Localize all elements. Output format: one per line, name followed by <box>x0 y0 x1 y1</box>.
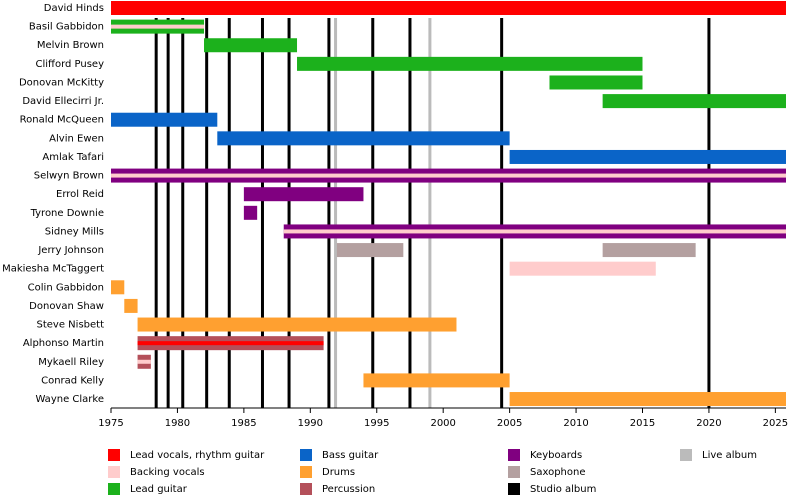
member-name: David Ellecirri Jr. <box>22 96 104 107</box>
legend-swatch <box>108 466 120 478</box>
member-name: Selwyn Brown <box>34 171 104 182</box>
member-name: Donovan McKitty <box>19 77 104 88</box>
legend-label: Keyboards <box>530 450 582 461</box>
legend-label: Studio album <box>530 484 596 495</box>
member-bar <box>509 392 786 407</box>
x-tick-label: 2005 <box>497 418 522 429</box>
legend-swatch <box>108 449 120 461</box>
member-bar-stripe <box>137 341 324 346</box>
member-bar <box>363 373 510 388</box>
member-bar <box>509 261 656 276</box>
member-bar <box>602 94 786 109</box>
x-tick-label: 1985 <box>231 418 256 429</box>
member-name: Steve Nisbett <box>37 320 105 331</box>
member-name: Wayne Clarke <box>35 394 104 405</box>
member-name: Ronald McQueen <box>20 115 104 126</box>
member-bar <box>137 317 457 332</box>
member-bar-stripe <box>283 229 786 234</box>
member-bar <box>336 243 404 258</box>
legend-swatch <box>680 449 692 461</box>
member-name: Melvin Brown <box>37 40 104 51</box>
member-name: Clifford Pusey <box>36 59 105 70</box>
x-tick-label: 1980 <box>165 418 190 429</box>
x-tick-label: 2010 <box>563 418 588 429</box>
member-name: Donovan Shaw <box>29 301 104 312</box>
member-bar <box>602 243 696 258</box>
member-name: Alvin Ewen <box>49 133 104 144</box>
member-name: Mykaell Riley <box>38 357 104 368</box>
x-tick-label: 1995 <box>364 418 389 429</box>
member-name: Tyrone Downie <box>30 208 104 219</box>
member-bar <box>124 298 138 313</box>
member-name: Amlak Tafari <box>42 152 104 163</box>
legend-swatch <box>108 483 120 495</box>
x-tick-label: 1990 <box>298 418 323 429</box>
member-bar <box>243 205 258 220</box>
member-name: Jerry Johnson <box>37 245 104 256</box>
x-tick-label: 2015 <box>630 418 655 429</box>
legend-swatch <box>300 449 312 461</box>
legend-label: Bass guitar <box>322 450 379 461</box>
member-bar <box>204 38 298 53</box>
legend-label: Drums <box>322 467 355 478</box>
legend-label: Percussion <box>322 484 375 495</box>
member-bar <box>111 1 786 15</box>
member-bar-stripe <box>111 24 205 29</box>
member-name: David Hinds <box>44 3 104 14</box>
legend-label: Lead guitar <box>130 484 188 495</box>
legend-label: Live album <box>702 450 757 461</box>
legend-swatch <box>300 466 312 478</box>
member-bar <box>549 75 643 90</box>
legend-swatch <box>508 449 520 461</box>
x-tick-label: 2025 <box>763 418 788 429</box>
legend-label: Saxophone <box>530 467 586 478</box>
member-name: Makiesha McTaggert <box>2 264 104 275</box>
legend-label: Backing vocals <box>130 467 205 478</box>
legend-swatch <box>300 483 312 495</box>
member-bar <box>111 280 125 295</box>
member-name: Conrad Kelly <box>41 375 104 386</box>
legend-label: Lead vocals, rhythm guitar <box>130 450 265 461</box>
member-bar <box>111 112 218 127</box>
x-tick-label: 1975 <box>98 418 123 429</box>
member-name: Errol Reid <box>56 189 104 200</box>
member-bar <box>243 187 364 202</box>
member-bar <box>217 131 510 146</box>
x-tick-label: 2020 <box>696 418 721 429</box>
x-tick-label: 2000 <box>430 418 455 429</box>
member-bar <box>297 56 643 71</box>
member-bar-stripe <box>111 173 786 178</box>
member-name: Basil Gabbidon <box>29 22 104 33</box>
member-bar <box>509 149 786 164</box>
legend-swatch <box>508 483 520 495</box>
member-name: Sidney Mills <box>45 226 104 237</box>
member-bar-stripe <box>137 359 151 364</box>
member-name: Alphonso Martin <box>23 338 104 349</box>
legend-swatch <box>508 466 520 478</box>
member-name: Colin Gabbidon <box>28 282 104 293</box>
